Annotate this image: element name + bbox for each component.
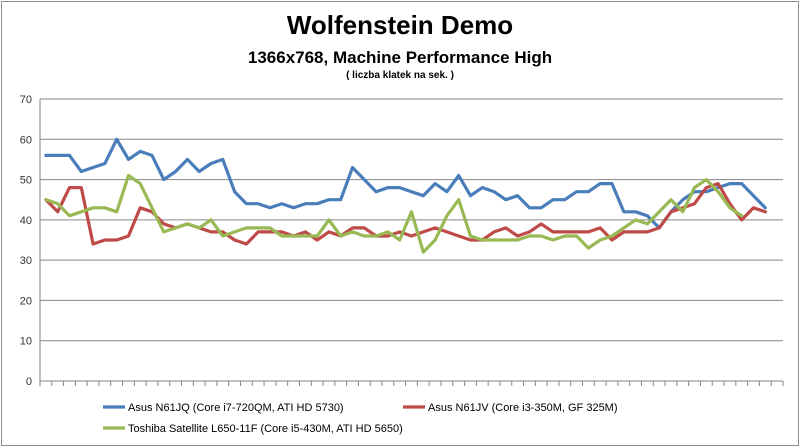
y-tick-label-10: 10 <box>20 336 32 348</box>
chart-subtitle: 1366x768, Machine Performance High <box>247 48 553 67</box>
chart-unit-note: ( liczba klatek na sek. ) <box>346 70 454 81</box>
legend-label-2: Asus N61JV (Core i3-350M, GF 325M) <box>428 402 618 414</box>
y-tick-label-30: 30 <box>20 255 32 267</box>
y-tick-label-50: 50 <box>20 175 32 187</box>
series-line-1 <box>44 137 767 230</box>
series-line-2 <box>44 182 767 246</box>
y-tick-label-20: 20 <box>20 295 32 307</box>
y-tick-label-0: 0 <box>26 376 32 388</box>
legend-label-1: Asus N61JQ (Core i7-720QM, ATI HD 5730) <box>128 402 344 414</box>
series-line-3 <box>44 173 744 254</box>
y-tick-label-60: 60 <box>20 134 32 146</box>
chart-title: Wolfenstein Demo <box>286 10 514 40</box>
y-tick-label-70: 70 <box>20 94 32 106</box>
legend-label-3: Toshiba Satellite L650-11F (Core i5-430M… <box>128 423 403 435</box>
y-tick-label-40: 40 <box>20 215 32 227</box>
